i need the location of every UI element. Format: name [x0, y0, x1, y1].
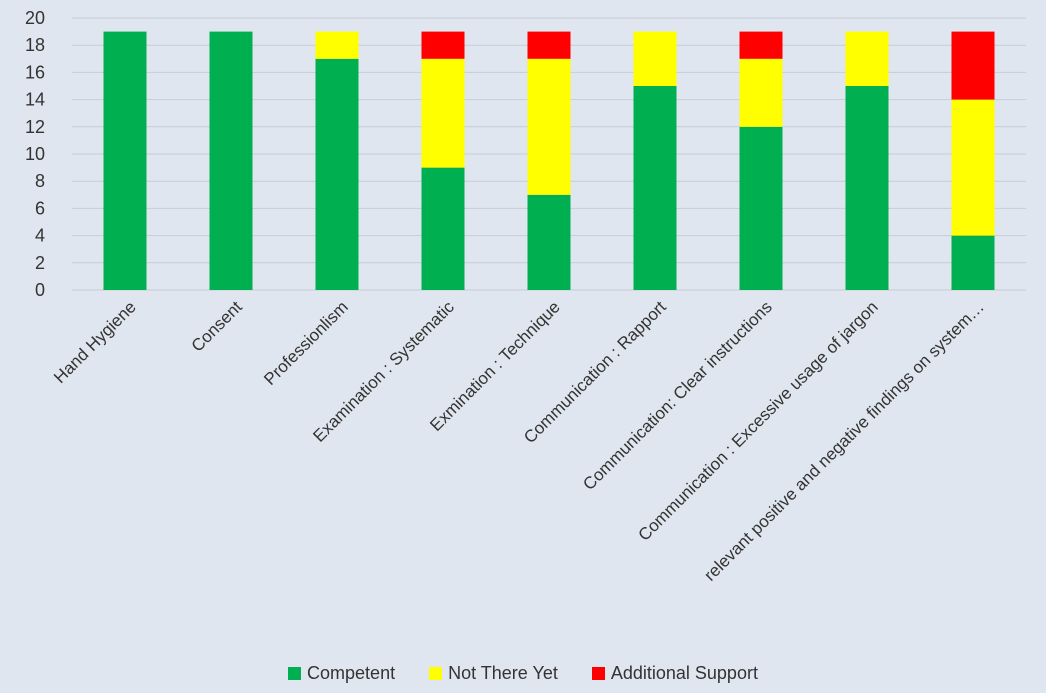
bars — [103, 31, 995, 290]
y-tick-label: 8 — [35, 171, 45, 191]
legend-swatch-additional-support — [591, 667, 605, 680]
bar-segment-additional-support — [421, 31, 465, 59]
y-tick-label: 14 — [25, 90, 45, 110]
bar-segment-competent — [315, 58, 359, 290]
bar-segment-not-there-yet — [315, 31, 359, 59]
bar-segment-competent — [209, 31, 253, 290]
bar-segment-competent — [421, 167, 465, 290]
x-tick-label: Communication : Excessive usage of jargo… — [635, 297, 882, 544]
bar-segment-competent — [845, 86, 889, 290]
y-tick-label: 10 — [25, 144, 45, 164]
x-tick-label: Professionlism — [260, 297, 352, 389]
x-tick-label: Communication: Clear instructions — [579, 297, 775, 493]
bar-segment-competent — [103, 31, 147, 290]
y-tick-label: 16 — [25, 62, 45, 82]
bar-segment-competent — [951, 235, 995, 290]
bar-segment-not-there-yet — [633, 31, 677, 87]
y-tick-label: 6 — [35, 198, 45, 218]
legend-label-not-there-yet: Not There Yet — [448, 663, 558, 683]
bar-segment-additional-support — [739, 31, 783, 59]
y-tick-label: 18 — [25, 35, 45, 55]
x-tick-label: Hand Hygiene — [50, 297, 140, 387]
bar-segment-not-there-yet — [739, 58, 783, 127]
y-tick-label: 20 — [25, 8, 45, 28]
y-tick-label: 2 — [35, 253, 45, 273]
x-tick-label: Consent — [188, 297, 246, 355]
bar-segment-additional-support — [951, 31, 995, 100]
legend-swatch-not-there-yet — [429, 667, 443, 680]
y-tick-label: 4 — [35, 226, 45, 246]
bar-segment-not-there-yet — [527, 58, 571, 195]
y-axis-tick-labels: 0 2 4 6 8 10 12 14 16 18 20 — [25, 8, 45, 300]
bar-segment-competent — [527, 194, 571, 290]
bar-segment-additional-support — [527, 31, 571, 59]
y-tick-label: 0 — [35, 280, 45, 300]
x-axis-tick-labels: Hand Hygiene Consent ProfessionlismExamina… — [50, 297, 988, 585]
legend: Competent Not There Yet Additional Suppo… — [0, 663, 1046, 684]
legend-item-additional-support: Additional Support — [591, 663, 758, 684]
legend-label-additional-support: Additional Support — [610, 663, 758, 683]
legend-label-competent: Competent — [307, 663, 396, 683]
bar-segment-not-there-yet — [845, 31, 889, 87]
legend-swatch-competent — [288, 667, 302, 680]
bar-segment-competent — [633, 86, 677, 290]
bar-segment-competent — [739, 126, 783, 290]
legend-item-not-there-yet: Not There Yet — [429, 663, 558, 684]
y-tick-label: 12 — [25, 117, 45, 137]
bar-segment-not-there-yet — [421, 58, 465, 168]
legend-item-competent: Competent — [288, 663, 395, 684]
bar-segment-not-there-yet — [951, 99, 995, 236]
